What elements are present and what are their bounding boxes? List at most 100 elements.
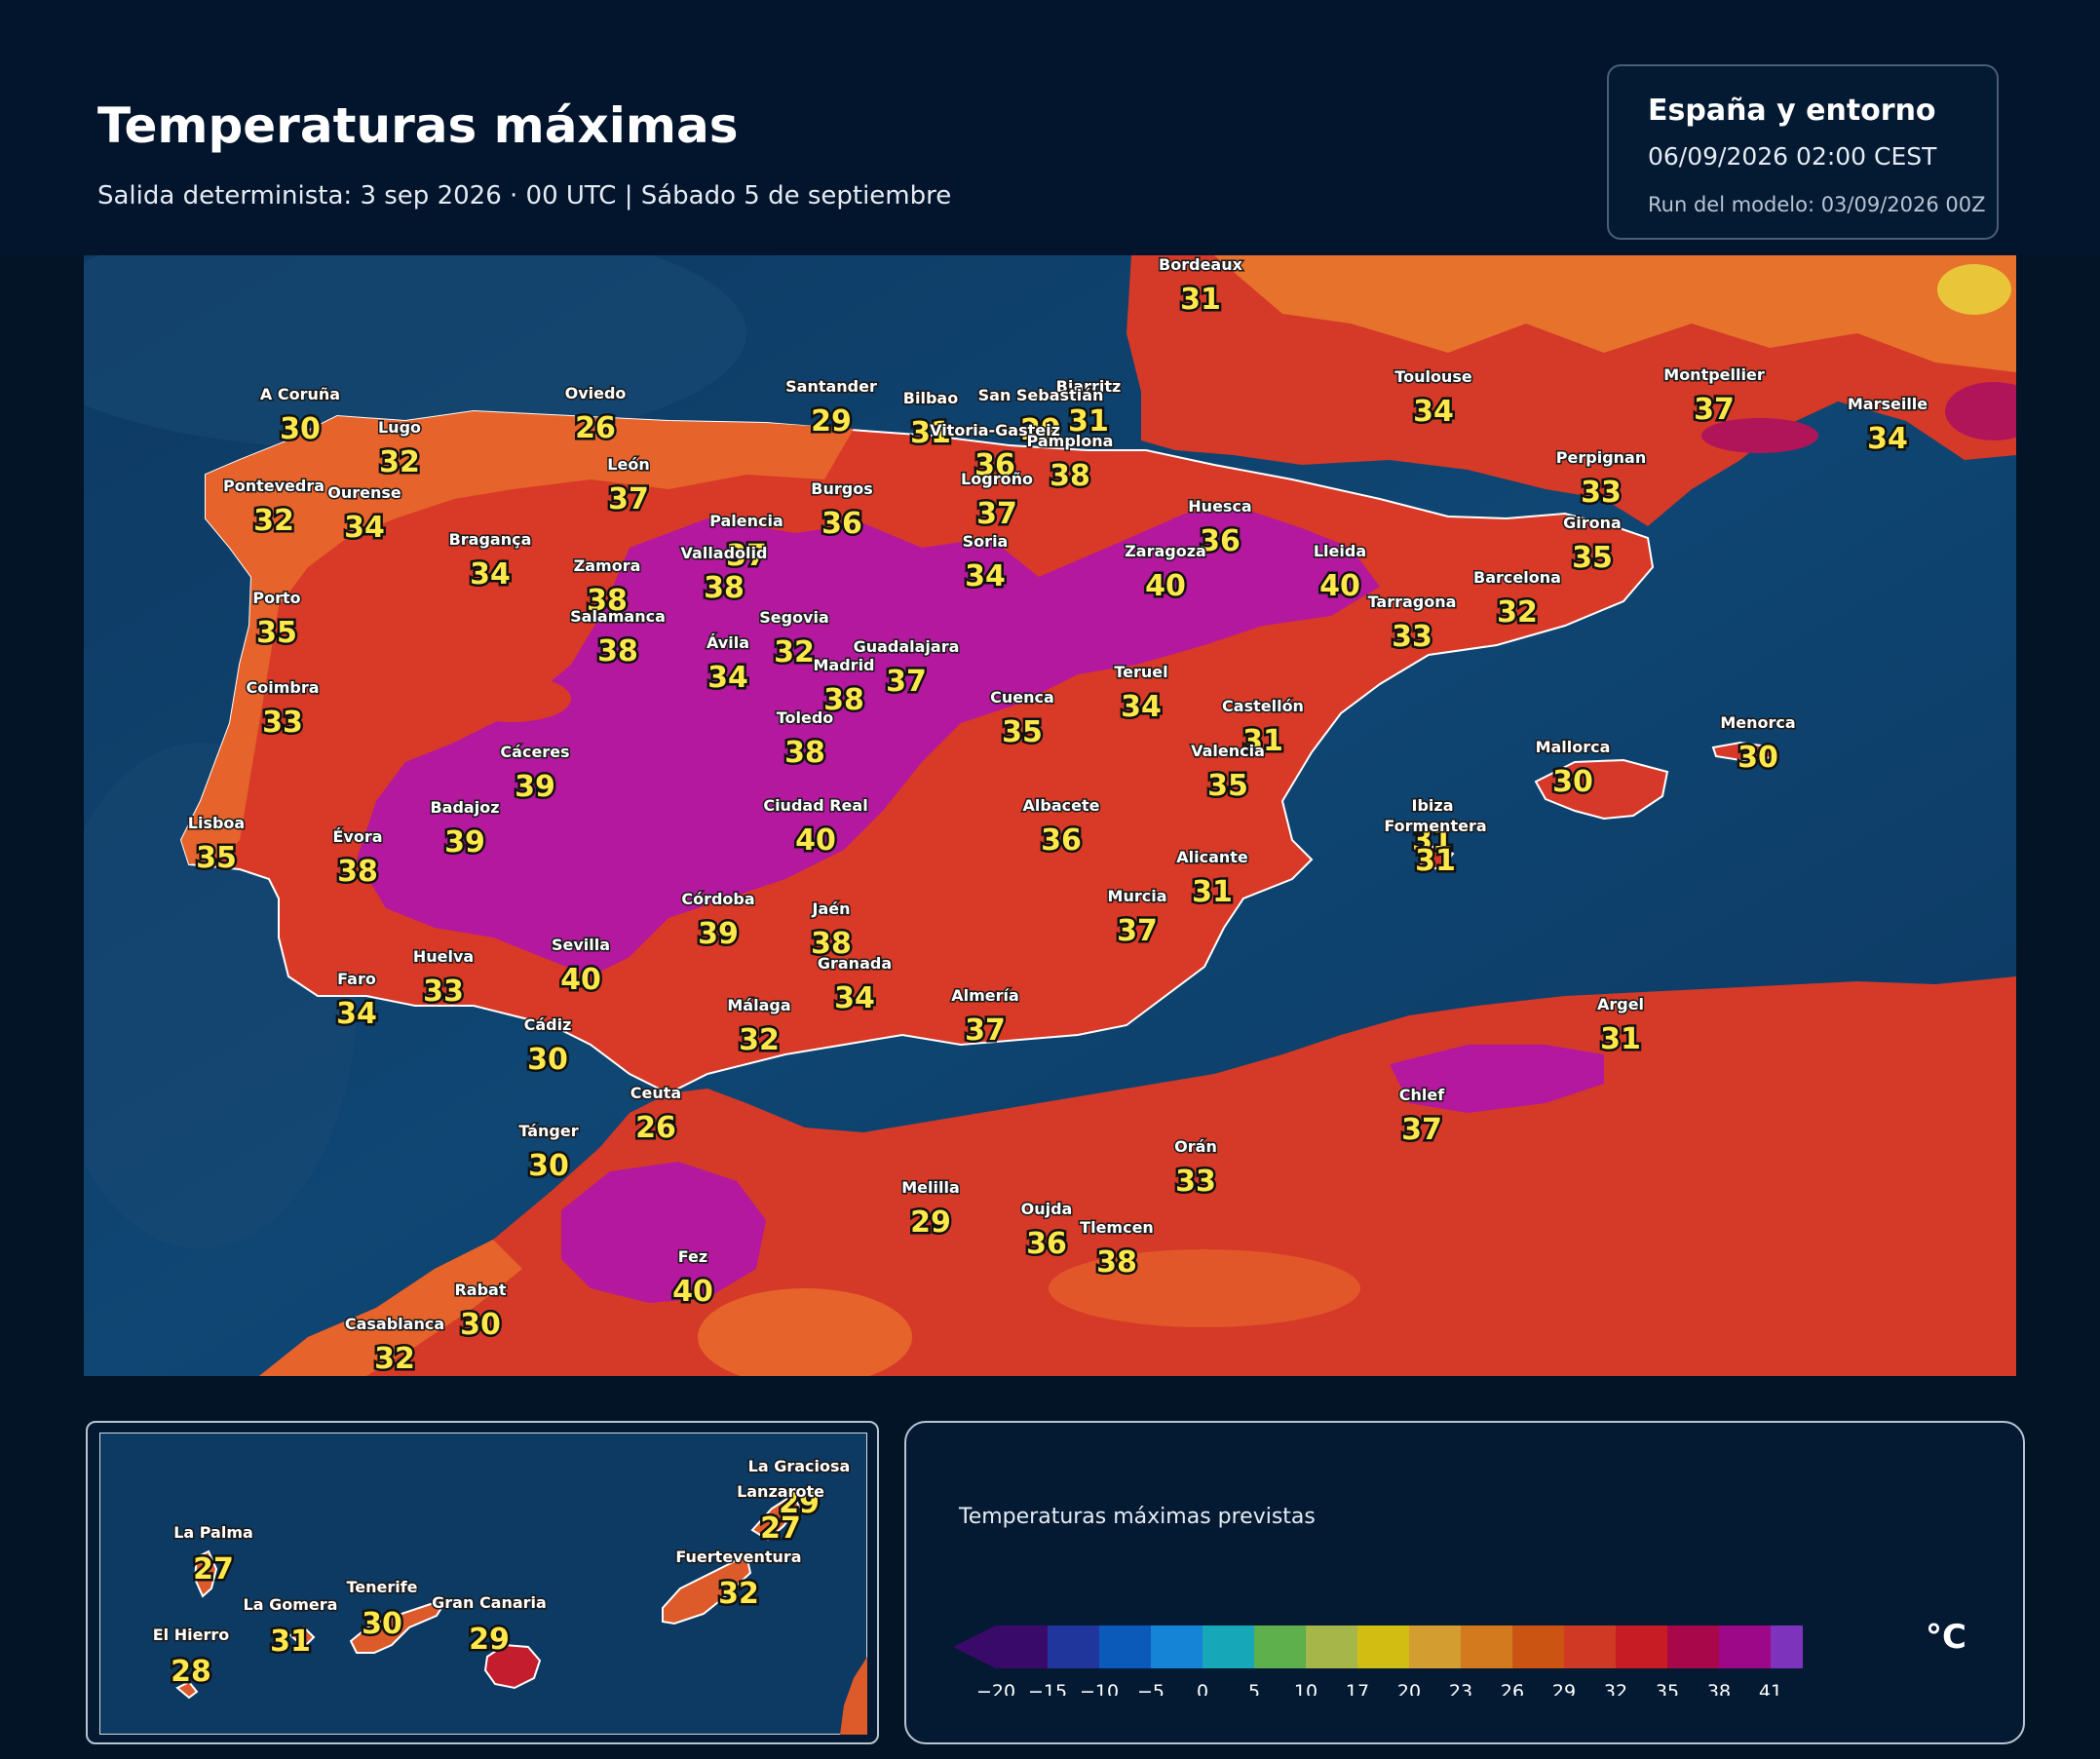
legend-swatch	[1306, 1625, 1358, 1668]
city-malaga[interactable]: Málaga 32	[726, 995, 792, 1060]
city-teruel[interactable]: Teruel 34	[1113, 662, 1169, 727]
city-faro[interactable]: Faro 34	[334, 969, 380, 1034]
city-biarritz[interactable]: Biarritz 31	[1054, 376, 1123, 441]
city-madrid[interactable]: Madrid 38	[812, 655, 876, 720]
city-oviedo[interactable]: Oviedo 26	[563, 383, 628, 448]
city-mallorca[interactable]: Mallorca 30	[1534, 737, 1612, 802]
city-evora[interactable]: Évora 38	[331, 826, 384, 892]
city-santander[interactable]: Santander 29	[784, 376, 879, 441]
city-cordoba[interactable]: Córdoba 39	[680, 889, 756, 954]
city-salamanca[interactable]: Salamanca 38	[569, 606, 668, 671]
city-san-sebastian[interactable]: San Sebastián 29	[976, 385, 1105, 450]
city-ibiza[interactable]: Ibiza 31	[1410, 795, 1456, 860]
city-temperature: 38	[823, 683, 864, 717]
city-albacete[interactable]: Albacete 36	[1021, 795, 1101, 860]
city-guadalajara[interactable]: Guadalajara 37	[852, 636, 961, 702]
city-badajoz[interactable]: Badajoz 39	[429, 797, 501, 862]
city-melilla[interactable]: Melilla 29	[900, 1177, 962, 1243]
city-tarragona[interactable]: Tarragona 33	[1366, 592, 1458, 657]
city-zamora[interactable]: Zamora 38	[572, 555, 642, 621]
city-granada[interactable]: Granada 34	[816, 953, 893, 1018]
city-perpignan[interactable]: Perpignan 33	[1554, 447, 1647, 513]
city-temperature: 36	[1026, 1227, 1067, 1261]
city-chlef[interactable]: Chlef 37	[1397, 1085, 1446, 1150]
city-soria[interactable]: Soria 34	[961, 531, 1010, 596]
city-pontevedra[interactable]: Pontevedra 32	[221, 476, 325, 541]
city-leon[interactable]: León 37	[606, 454, 652, 519]
city-ceuta[interactable]: Ceuta 26	[629, 1083, 682, 1148]
land-africa-coast	[840, 1657, 867, 1735]
page-title: Temperaturas máximas	[97, 97, 739, 154]
city-cuenca[interactable]: Cuenca 35	[989, 687, 1056, 752]
city-bordeaux[interactable]: Bordeaux 31	[1158, 255, 1245, 320]
city-name: Segovia	[759, 608, 829, 627]
city-ourense[interactable]: Ourense 34	[326, 482, 403, 548]
island-gran-canaria[interactable]: Gran Canaria 29	[431, 1592, 549, 1660]
city-argel[interactable]: Argel 31	[1595, 994, 1645, 1059]
island-tenerife[interactable]: Tenerife 30	[345, 1577, 419, 1644]
city-sevilla[interactable]: Sevilla 40	[550, 935, 611, 1000]
city-lugo[interactable]: Lugo 32	[376, 417, 422, 482]
city-avila[interactable]: Ávila 34	[705, 632, 750, 698]
city-temperature: 38	[704, 571, 745, 605]
city-valencia[interactable]: Valencia 35	[1190, 741, 1267, 806]
city-rabat[interactable]: Rabat 30	[453, 1280, 508, 1345]
city-burgos[interactable]: Burgos 36	[810, 478, 874, 544]
main-map[interactable]: Bordeaux 31 Toulouse 34 Montpellier 37 Marseil…	[84, 255, 2016, 1376]
city-casablanca[interactable]: Casablanca 32	[343, 1314, 445, 1377]
city-name: Barcelona	[1473, 568, 1561, 587]
city-vitoria-gasteiz[interactable]: Vitoria-Gasteiz 36	[929, 420, 1062, 485]
city-girona[interactable]: Girona 35	[1562, 513, 1623, 578]
island-la-palma[interactable]: La Palma 27	[172, 1522, 255, 1589]
city-bilbao[interactable]: Bilbao 31	[901, 388, 959, 453]
city-temperature: 32	[774, 635, 815, 669]
city-oujda[interactable]: Oujda 36	[1019, 1199, 1074, 1264]
city-logrono[interactable]: Logroño 37	[960, 469, 1035, 534]
city-jaen[interactable]: Jaén 38	[809, 899, 855, 964]
heat-zone	[1701, 418, 1818, 453]
city-alicante[interactable]: Alicante 31	[1175, 847, 1250, 912]
island-la-graciosa[interactable]: La Graciosa 29	[746, 1456, 852, 1523]
island-fuerteventura[interactable]: Fuerteventura 32	[674, 1547, 803, 1614]
city-toledo[interactable]: Toledo 38	[775, 707, 835, 773]
city-temperature: 34	[1867, 422, 1908, 456]
city-fez[interactable]: Fez 40	[670, 1246, 716, 1312]
city-caceres[interactable]: Cáceres 39	[499, 742, 571, 807]
island-temperature: 31	[270, 1625, 311, 1659]
canarias-inset[interactable]: La Graciosa 29 Lanzarote 27 La Palma 27 Fuerte…	[86, 1421, 879, 1744]
city-huesca[interactable]: Huesca 36	[1187, 496, 1253, 561]
island-la-gomera[interactable]: La Gomera 31	[242, 1594, 339, 1662]
city-lisboa[interactable]: Lisboa 35	[186, 813, 246, 878]
city-oran[interactable]: Orán 33	[1173, 1136, 1219, 1202]
city-zaragoza[interactable]: Zaragoza 40	[1124, 541, 1208, 606]
city-coimbra[interactable]: Coimbra 33	[245, 677, 321, 743]
island-temperature: 30	[362, 1607, 402, 1641]
city-palencia[interactable]: Palencia 37	[708, 511, 785, 576]
city-name: Ciudad Real	[763, 796, 867, 815]
city-menorca[interactable]: Menorca 30	[1719, 712, 1797, 778]
island-el-hierro[interactable]: El Hierro 28	[151, 1625, 230, 1692]
city-porto[interactable]: Porto 35	[251, 588, 302, 653]
island-lanzarote[interactable]: Lanzarote 27	[736, 1481, 826, 1549]
city-barcelona[interactable]: Barcelona 32	[1472, 567, 1563, 632]
city-braganca[interactable]: Bragança 34	[447, 529, 533, 594]
city-valladolid[interactable]: Valladolid 38	[679, 543, 769, 608]
city-toulouse[interactable]: Toulouse 34	[1394, 366, 1474, 432]
city-segovia[interactable]: Segovia 32	[758, 607, 831, 672]
city-a-coruna[interactable]: A Coruña 30	[258, 384, 341, 449]
city-ciudad-real[interactable]: Ciudad Real 40	[762, 795, 869, 860]
city-temperature: 34	[965, 559, 1006, 593]
city-almeria[interactable]: Almería 37	[950, 985, 1021, 1051]
city-montpellier[interactable]: Montpellier 37	[1662, 364, 1767, 430]
city-lleida[interactable]: Lleida 40	[1312, 541, 1367, 606]
city-murcia[interactable]: Murcia 37	[1106, 886, 1168, 951]
city-marseille[interactable]: Marseille 34	[1846, 394, 1928, 459]
city-cadiz[interactable]: Cádiz 30	[522, 1014, 573, 1080]
city-castellon[interactable]: Castellón 31	[1221, 696, 1306, 761]
city-tanger[interactable]: Tánger 30	[517, 1121, 580, 1186]
city-tlemcen[interactable]: Tlemcen 38	[1079, 1217, 1156, 1282]
city-huelva[interactable]: Huelva 33	[411, 946, 475, 1012]
city-pamplona[interactable]: Pamplona 38	[1025, 431, 1115, 496]
